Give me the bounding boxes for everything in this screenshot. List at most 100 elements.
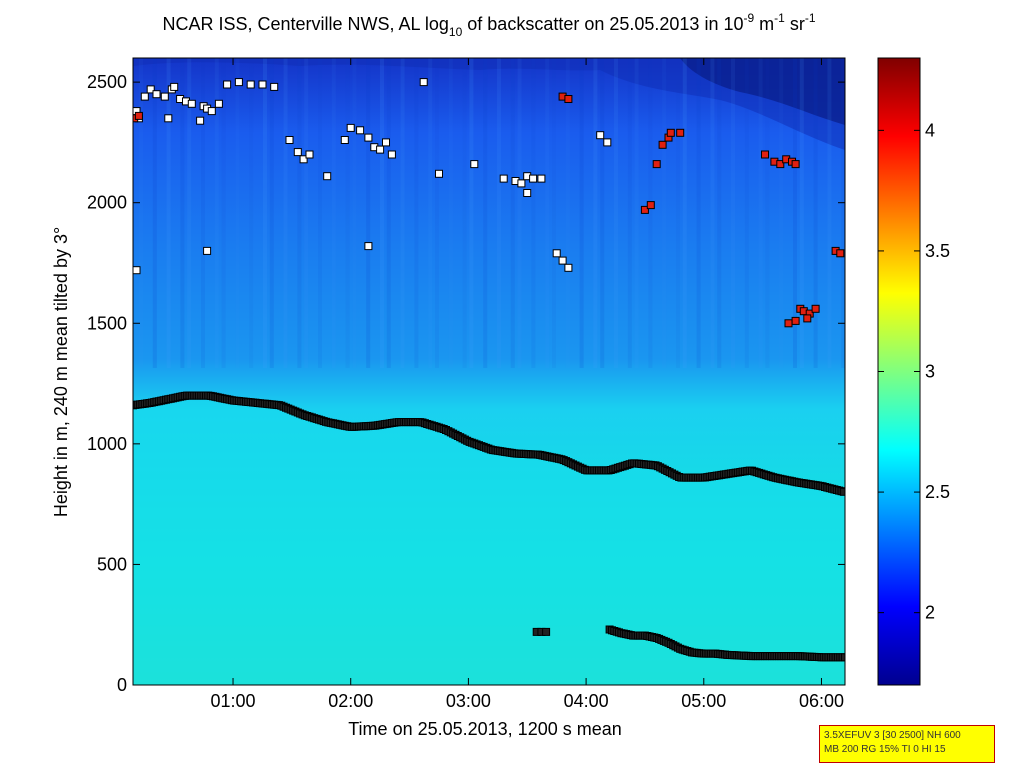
- streak: [634, 58, 639, 368]
- lower-layer-marker: [841, 653, 845, 662]
- upper-dark-region: [133, 58, 845, 150]
- cloud-base-marker: [558, 256, 567, 265]
- streak: [435, 58, 439, 368]
- streak: [552, 58, 556, 368]
- cloud-base-marker-red: [803, 314, 812, 323]
- cloud-base-marker: [152, 90, 161, 99]
- streak: [483, 58, 488, 368]
- cloud-base-marker-red: [836, 249, 845, 258]
- cloud-base-marker-red: [676, 128, 685, 137]
- cloud-base-marker: [564, 263, 573, 272]
- streak: [201, 58, 205, 368]
- streak: [779, 58, 784, 368]
- streak: [710, 58, 715, 368]
- cloud-base-marker: [285, 136, 294, 144]
- streak: [510, 58, 515, 368]
- cloud-base-marker: [203, 246, 212, 255]
- streak: [428, 58, 433, 368]
- cloud-base-marker: [140, 92, 149, 101]
- streak: [799, 58, 804, 368]
- cloud-base-marker: [529, 174, 538, 183]
- streak: [696, 58, 701, 368]
- streak: [166, 58, 171, 368]
- streak: [600, 58, 605, 368]
- streak: [841, 58, 845, 368]
- cloud-base-marker: [214, 99, 223, 108]
- streak: [497, 58, 501, 368]
- info-box: 3.5XEFUV 3 [30 2500] NH 600 MB 200 RG 15…: [819, 725, 995, 763]
- streak: [318, 58, 322, 368]
- cloud-base-marker-red: [791, 160, 800, 169]
- cloud-base-marker: [537, 174, 546, 183]
- cloud-base-marker: [323, 172, 332, 181]
- streak: [249, 58, 254, 368]
- cloud-base-marker: [364, 133, 373, 142]
- streak: [380, 58, 384, 368]
- streak: [283, 58, 288, 368]
- cloud-base-marker-red: [811, 304, 820, 313]
- cloud-base-marker-red: [666, 128, 675, 137]
- streak: [545, 58, 550, 368]
- y-tick-label: 2500: [87, 72, 127, 92]
- cloud-base-marker: [499, 174, 508, 183]
- cloud-base-marker: [419, 78, 428, 87]
- cloud-base-marker-red: [761, 150, 769, 159]
- x-axis-label: Time on 25.05.2013, 1200 s mean: [348, 719, 622, 739]
- streak: [593, 58, 598, 368]
- cloud-base-marker: [596, 131, 605, 140]
- streak: [235, 58, 240, 368]
- cloud-base-marker-red: [134, 111, 143, 120]
- streak: [614, 58, 618, 368]
- cloud-base-marker-red: [658, 140, 667, 149]
- colorbar-tick-label: 3.5: [925, 241, 950, 261]
- cloud-base-marker: [470, 160, 479, 169]
- streak: [744, 58, 749, 368]
- x-tick-label: 02:00: [328, 691, 373, 711]
- streak: [263, 58, 267, 368]
- streak: [565, 58, 570, 368]
- cloud-base-marker: [270, 82, 279, 91]
- y-axis: 0 500 1000 1500 2000 2500: [87, 72, 845, 695]
- streak: [414, 58, 419, 368]
- cloud-base-marker: [340, 136, 349, 144]
- cloud-base-marker: [293, 148, 302, 157]
- streak: [269, 58, 274, 368]
- cloud-base-marker: [376, 145, 385, 154]
- y-tick-label: 1500: [87, 313, 127, 333]
- streak: [758, 58, 763, 368]
- streak: [448, 58, 453, 368]
- cloud-base-marker: [387, 150, 396, 159]
- cloud-base-marker-red: [652, 160, 661, 169]
- cloud-base-marker-red: [776, 160, 785, 169]
- y-tick-label: 500: [97, 554, 127, 574]
- x-tick-label: 06:00: [799, 691, 844, 711]
- streak: [813, 58, 818, 368]
- colorbar-ticks: 2 2.5 3 3.5 4: [878, 120, 950, 623]
- y-tick-label: 2000: [87, 193, 127, 213]
- cloud-base-marker: [207, 107, 216, 116]
- cloud-base-marker: [346, 123, 355, 132]
- x-axis: 01:00 02:00 03:00 04:00 05:00 06:00: [211, 58, 844, 711]
- x-tick-label: 05:00: [681, 691, 726, 711]
- streak: [187, 58, 192, 368]
- colorbar-tick-label: 3: [925, 362, 935, 382]
- x-tick-label: 04:00: [564, 691, 609, 711]
- streak: [366, 58, 371, 368]
- streak: [386, 58, 391, 368]
- upper-darkest-region: [680, 58, 845, 125]
- colorbar-tick-label: 2: [925, 603, 935, 623]
- chart-title: NCAR ISS, Centerville NWS, AL log10 of b…: [162, 11, 815, 39]
- boundary-layer-region: [133, 395, 845, 685]
- vertical-streaks: [139, 58, 845, 368]
- cloud-base-marker: [258, 80, 267, 89]
- cloud-base-marker: [382, 138, 390, 147]
- streak: [579, 58, 584, 368]
- cloud-base-marker: [246, 80, 255, 89]
- cloud-base-marker: [133, 266, 141, 275]
- info-line-2: MB 200 RG 15% TI 0 HI 15: [824, 744, 946, 755]
- streak: [676, 58, 680, 368]
- streak: [531, 58, 536, 368]
- cloud-base-marker: [234, 78, 243, 87]
- cloud-base-marker: [356, 126, 365, 135]
- colorbar-tick-label: 2.5: [925, 482, 950, 502]
